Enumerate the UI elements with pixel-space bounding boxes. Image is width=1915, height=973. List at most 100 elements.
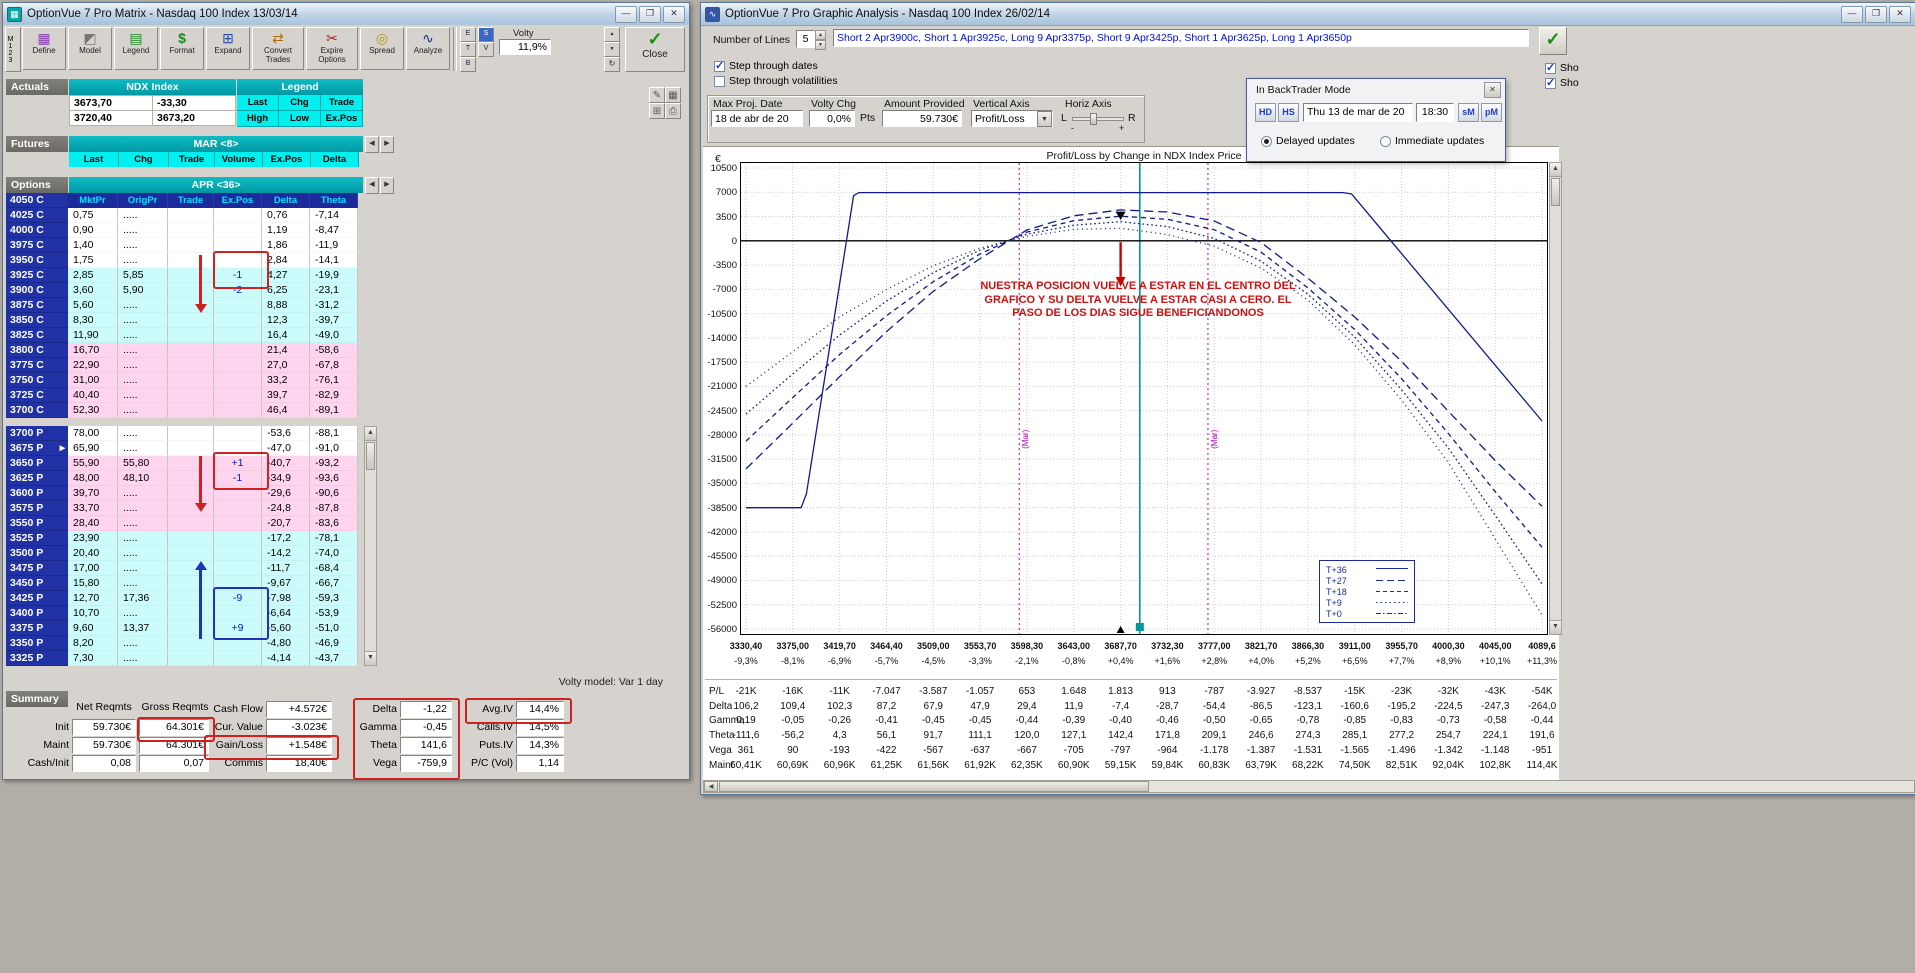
- option-delta-cell[interactable]: 33,2: [262, 373, 310, 388]
- option-delta-cell[interactable]: 21,4: [262, 343, 310, 358]
- option-mkt-cell[interactable]: 1,40: [68, 238, 118, 253]
- chart-vertical-scrollbar[interactable]: ▲ ▼: [1549, 162, 1562, 635]
- option-mkt-cell[interactable]: 40,40: [68, 388, 118, 403]
- option-delta-cell[interactable]: 4,27: [262, 268, 310, 283]
- option-delta-cell[interactable]: 6,25: [262, 283, 310, 298]
- option-orig-cell[interactable]: .....: [118, 426, 168, 441]
- option-mkt-cell[interactable]: 0,75: [68, 208, 118, 223]
- strike-label[interactable]: 3700 P: [6, 426, 68, 441]
- strike-label[interactable]: 3900 C: [6, 283, 68, 298]
- strike-label[interactable]: 3375 P: [6, 621, 68, 636]
- option-mkt-cell[interactable]: 65,90: [68, 441, 118, 456]
- scroll-up-icon[interactable]: ▲: [1550, 163, 1561, 177]
- refresh-icon[interactable]: ↻: [604, 57, 620, 72]
- strike-label[interactable]: 3550 P: [6, 516, 68, 531]
- maximize-icon[interactable]: ❐: [639, 6, 661, 23]
- option-orig-cell[interactable]: .....: [118, 358, 168, 373]
- option-orig-cell[interactable]: 17,36: [118, 591, 168, 606]
- option-theta-cell[interactable]: -8,47: [310, 223, 358, 238]
- backtrader-date-field[interactable]: Thu 13 de mar de 20: [1303, 103, 1413, 122]
- option-trade-cell[interactable]: [168, 298, 214, 313]
- option-trade-cell[interactable]: [168, 621, 214, 636]
- option-theta-cell[interactable]: -23,1: [310, 283, 358, 298]
- option-delta-cell[interactable]: -53,6: [262, 426, 310, 441]
- strike-label[interactable]: 3750 C: [6, 373, 68, 388]
- number-of-lines-spinner[interactable]: 5 ▲ ▼: [796, 30, 826, 48]
- calc-icon[interactable]: ⊞: [649, 103, 665, 119]
- max-proj-date-field[interactable]: 18 de abr de 20: [711, 110, 803, 127]
- option-mkt-cell[interactable]: 52,30: [68, 403, 118, 418]
- option-mkt-cell[interactable]: 48,00: [68, 471, 118, 486]
- option-expos-cell[interactable]: [214, 546, 262, 561]
- option-orig-cell[interactable]: .....: [118, 486, 168, 501]
- option-theta-cell[interactable]: -19,9: [310, 268, 358, 283]
- show-option-1-checkbox[interactable]: Sho: [1545, 62, 1579, 74]
- option-mkt-cell[interactable]: 78,00: [68, 426, 118, 441]
- strike-label[interactable]: 3425 P: [6, 591, 68, 606]
- option-orig-cell[interactable]: .....: [118, 223, 168, 238]
- option-mkt-cell[interactable]: 8,30: [68, 313, 118, 328]
- model-button[interactable]: ◩Model: [68, 27, 112, 70]
- prev-month-icon[interactable]: ◀: [365, 177, 379, 194]
- option-theta-cell[interactable]: -93,2: [310, 456, 358, 471]
- option-trade-cell[interactable]: [168, 456, 214, 471]
- horizontal-scrollbar[interactable]: ◀ ▶: [703, 780, 1915, 793]
- option-trade-cell[interactable]: [168, 373, 214, 388]
- option-orig-cell[interactable]: 5,90: [118, 283, 168, 298]
- futures-month-header[interactable]: MAR <8>: [69, 136, 363, 152]
- spin-up-icon[interactable]: ▲: [604, 27, 620, 42]
- option-orig-cell[interactable]: .....: [118, 576, 168, 591]
- strike-label[interactable]: 3975 C: [6, 238, 68, 253]
- option-expos-cell[interactable]: [214, 223, 262, 238]
- strike-label[interactable]: 3525 P: [6, 531, 68, 546]
- option-expos-cell[interactable]: [214, 501, 262, 516]
- option-theta-cell[interactable]: -91,0: [310, 441, 358, 456]
- option-trade-cell[interactable]: [168, 238, 214, 253]
- option-delta-cell[interactable]: -4,80: [262, 636, 310, 651]
- option-expos-cell[interactable]: [214, 298, 262, 313]
- ndx-index-header[interactable]: NDX Index: [69, 79, 236, 95]
- option-orig-cell[interactable]: .....: [118, 441, 168, 456]
- option-expos-cell[interactable]: [214, 576, 262, 591]
- option-mkt-cell[interactable]: 10,70: [68, 606, 118, 621]
- option-expos-cell[interactable]: [214, 358, 262, 373]
- strike-label[interactable]: 3625 P: [6, 471, 68, 486]
- option-expos-cell[interactable]: -1: [214, 268, 262, 283]
- position-description-field[interactable]: Short 2 Apr3900c, Short 1 Apr3925c, Long…: [833, 29, 1529, 47]
- option-delta-cell[interactable]: 27,0: [262, 358, 310, 373]
- option-delta-cell[interactable]: -6,64: [262, 606, 310, 621]
- option-theta-cell[interactable]: -49,0: [310, 328, 358, 343]
- option-trade-cell[interactable]: [168, 636, 214, 651]
- format-button[interactable]: $Format: [160, 27, 204, 70]
- scrollbar-thumb[interactable]: [719, 781, 1149, 792]
- matrix-titlebar[interactable]: ▦ OptionVue 7 Pro Matrix - Nasdaq 100 In…: [3, 3, 689, 26]
- legend-item[interactable]: T+0: [1326, 608, 1408, 619]
- scrollbar-thumb[interactable]: [366, 442, 375, 470]
- option-delta-cell[interactable]: -20,7: [262, 516, 310, 531]
- option-orig-cell[interactable]: 48,10: [118, 471, 168, 486]
- immediate-updates-radio[interactable]: Immediate updates: [1380, 135, 1484, 147]
- close-button[interactable]: ✓ Close: [625, 27, 685, 72]
- option-theta-cell[interactable]: -74,0: [310, 546, 358, 561]
- option-expos-cell[interactable]: [214, 238, 262, 253]
- option-trade-cell[interactable]: [168, 313, 214, 328]
- option-theta-cell[interactable]: -90,6: [310, 486, 358, 501]
- option-orig-cell[interactable]: .....: [118, 561, 168, 576]
- option-orig-cell[interactable]: .....: [118, 298, 168, 313]
- option-theta-cell[interactable]: -78,1: [310, 531, 358, 546]
- analyze-button[interactable]: ∿Analyze: [406, 27, 450, 70]
- option-expos-cell[interactable]: [214, 388, 262, 403]
- option-delta-cell[interactable]: -29,6: [262, 486, 310, 501]
- option-mkt-cell[interactable]: 20,40: [68, 546, 118, 561]
- m123-button[interactable]: M123: [5, 27, 21, 72]
- option-theta-cell[interactable]: -93,6: [310, 471, 358, 486]
- option-orig-cell[interactable]: .....: [118, 253, 168, 268]
- play-minute-button[interactable]: pM: [1481, 103, 1502, 122]
- option-mkt-cell[interactable]: 12,70: [68, 591, 118, 606]
- close-icon[interactable]: ✕: [1484, 82, 1501, 98]
- option-orig-cell[interactable]: .....: [118, 546, 168, 561]
- graphic-titlebar[interactable]: ∿ OptionVue 7 Pro Graphic Analysis - Nas…: [701, 3, 1915, 26]
- option-expos-cell[interactable]: -9: [214, 591, 262, 606]
- strike-label[interactable]: 3450 P: [6, 576, 68, 591]
- option-orig-cell[interactable]: .....: [118, 531, 168, 546]
